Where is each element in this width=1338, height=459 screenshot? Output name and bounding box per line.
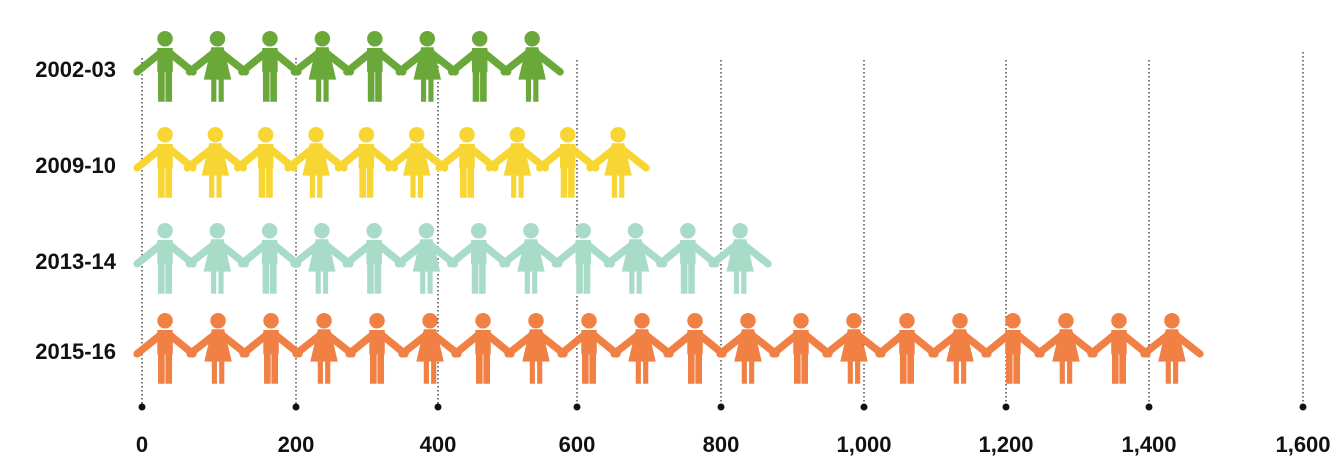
woman-figure-icon <box>614 313 670 383</box>
man-figure-icon <box>238 127 294 197</box>
man-figure-icon <box>667 313 723 383</box>
woman-figure-icon <box>296 313 352 383</box>
woman-figure-icon <box>398 223 454 293</box>
woman-figure-icon <box>503 223 559 293</box>
woman-figure-icon <box>826 313 882 383</box>
woman-figure-icon <box>389 127 445 197</box>
woman-figure-icon <box>402 313 458 383</box>
x-tick-label: 1,400 <box>1121 432 1176 457</box>
woman-figure-icon <box>189 31 245 101</box>
x-tick-label: 1,000 <box>836 432 891 457</box>
man-figure-icon <box>879 313 935 383</box>
man-figure-icon <box>243 313 299 383</box>
x-tick-label: 600 <box>559 432 596 457</box>
man-figure-icon <box>347 31 403 101</box>
woman-figure-icon <box>508 313 564 383</box>
x-tick-label: 800 <box>703 432 740 457</box>
man-figure-icon <box>338 127 394 197</box>
x-axis: 0 200 400 600 800 1,000 1,200 1,400 1,600 <box>136 403 1331 457</box>
man-figure-icon <box>1091 313 1147 383</box>
axis-tick-dot <box>292 403 300 411</box>
x-tick-label: 1,200 <box>978 432 1033 457</box>
axis-tick-dot <box>717 403 725 411</box>
axis-tick-dot <box>573 403 581 411</box>
axis-tick-dot <box>1299 403 1307 411</box>
woman-figure-icon <box>608 223 664 293</box>
woman-figure-icon <box>189 223 245 293</box>
woman-figure-icon <box>190 313 246 383</box>
x-tick-label: 0 <box>136 432 148 457</box>
woman-figure-icon <box>294 31 350 101</box>
axis-tick-dot <box>434 403 442 411</box>
woman-figure-icon <box>932 313 988 383</box>
row-labels: 2002-03 2009-10 2013-14 2015-16 <box>35 57 117 364</box>
man-figure-icon <box>137 31 193 101</box>
man-figure-icon <box>561 313 617 383</box>
x-tick-label: 1,600 <box>1275 432 1330 457</box>
category-label-2015-16: 2015-16 <box>35 339 116 364</box>
axis-tick-dot <box>1145 403 1153 411</box>
x-tick-label: 200 <box>278 432 315 457</box>
man-figure-icon <box>137 313 193 383</box>
man-figure-icon <box>346 223 402 293</box>
series-row-2002-03 <box>137 31 560 101</box>
man-figure-icon <box>349 313 405 383</box>
x-tick-label: 400 <box>420 432 457 457</box>
category-label-2002-03: 2002-03 <box>35 57 116 82</box>
woman-figure-icon <box>489 127 545 197</box>
axis-tick-dot <box>860 403 868 411</box>
man-figure-icon <box>985 313 1041 383</box>
man-figure-icon <box>137 127 193 197</box>
man-figure-icon <box>242 223 298 293</box>
man-figure-icon <box>555 223 611 293</box>
woman-figure-icon <box>1144 313 1200 383</box>
axis-tick-dot <box>1002 403 1010 411</box>
axis-tick-dot <box>138 403 146 411</box>
category-label-2009-10: 2009-10 <box>35 153 116 178</box>
man-figure-icon <box>773 313 829 383</box>
category-label-2013-14: 2013-14 <box>35 249 117 274</box>
series-row-2015-16 <box>137 313 1200 383</box>
man-figure-icon <box>455 313 511 383</box>
woman-figure-icon <box>504 31 560 101</box>
woman-figure-icon <box>590 127 646 197</box>
woman-figure-icon <box>187 127 243 197</box>
woman-figure-icon <box>720 313 776 383</box>
man-figure-icon <box>452 31 508 101</box>
man-figure-icon <box>439 127 495 197</box>
man-figure-icon <box>242 31 298 101</box>
woman-figure-icon <box>399 31 455 101</box>
man-figure-icon <box>540 127 596 197</box>
series-row-2009-10 <box>137 127 646 197</box>
man-figure-icon <box>137 223 193 293</box>
woman-figure-icon <box>712 223 768 293</box>
woman-figure-icon <box>1038 313 1094 383</box>
man-figure-icon <box>660 223 716 293</box>
series-row-2013-14 <box>137 223 768 293</box>
woman-figure-icon <box>294 223 350 293</box>
man-figure-icon <box>451 223 507 293</box>
